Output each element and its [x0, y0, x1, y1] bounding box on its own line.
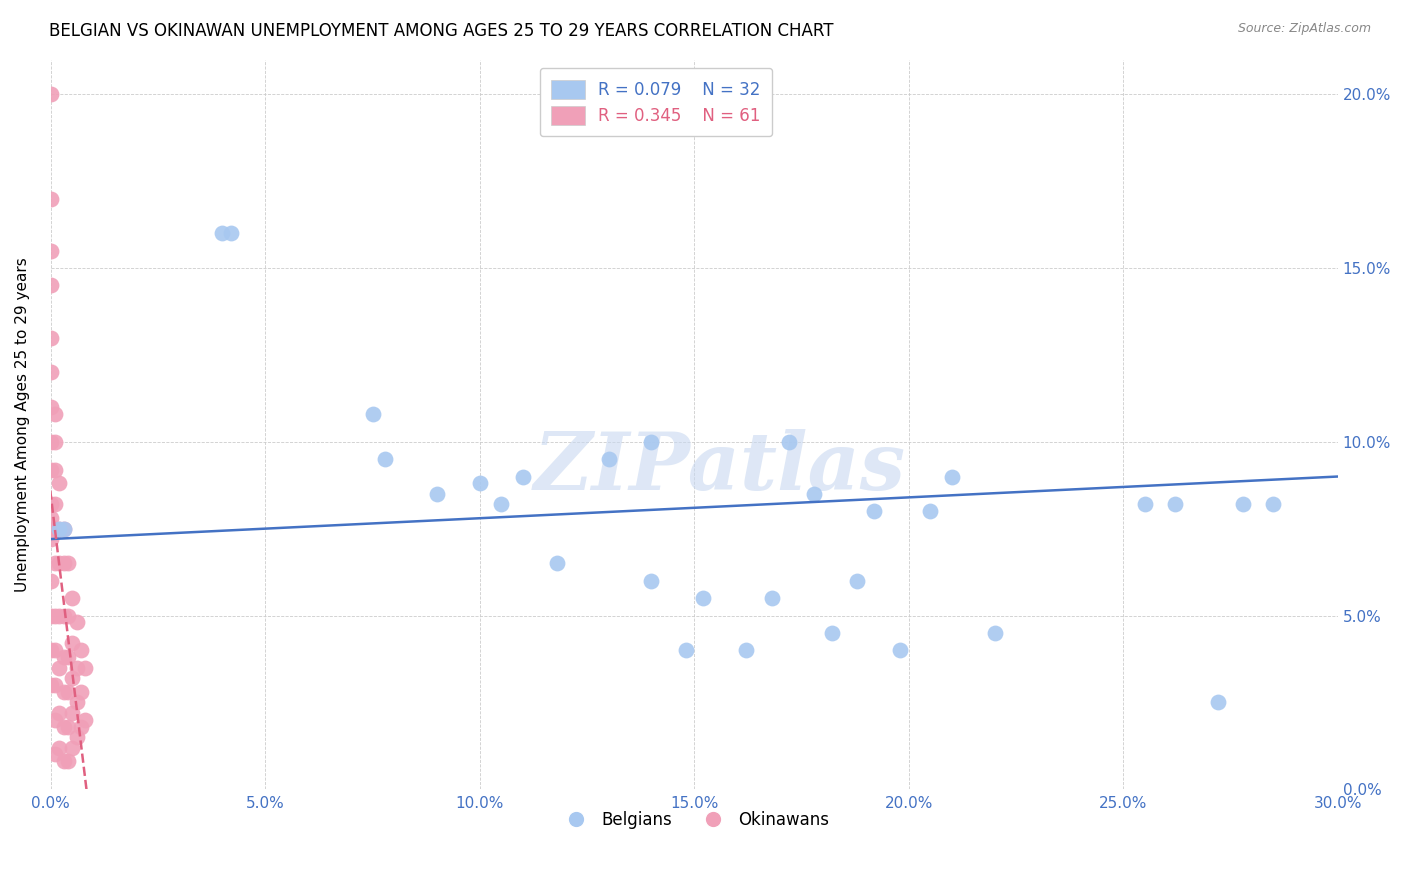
Point	[44, 557, 66, 571]
Point	[56, 685, 79, 699]
Point	[39, 244, 62, 258]
Point	[920, 504, 942, 518]
Point	[60, 591, 83, 606]
Text: ZIPatlas: ZIPatlas	[534, 429, 905, 507]
Point	[468, 476, 491, 491]
Point	[846, 574, 869, 588]
Point	[48, 522, 70, 536]
Text: BELGIAN VS OKINAWAN UNEMPLOYMENT AMONG AGES 25 TO 29 YEARS CORRELATION CHART: BELGIAN VS OKINAWAN UNEMPLOYMENT AMONG A…	[49, 22, 834, 40]
Y-axis label: Unemployment Among Ages 25 to 29 years: Unemployment Among Ages 25 to 29 years	[15, 257, 30, 591]
Point	[39, 497, 62, 511]
Point	[75, 713, 97, 727]
Point	[1206, 695, 1229, 709]
Point	[39, 574, 62, 588]
Point	[65, 695, 87, 709]
Point	[889, 643, 911, 657]
Point	[44, 747, 66, 762]
Point	[56, 557, 79, 571]
Point	[44, 643, 66, 657]
Point	[374, 452, 396, 467]
Point	[39, 400, 62, 414]
Point	[60, 636, 83, 650]
Point	[52, 522, 75, 536]
Point	[52, 650, 75, 665]
Point	[426, 487, 449, 501]
Point	[1164, 497, 1187, 511]
Point	[1263, 497, 1285, 511]
Point	[52, 608, 75, 623]
Point	[675, 643, 697, 657]
Point	[803, 487, 825, 501]
Point	[44, 713, 66, 727]
Point	[491, 497, 513, 511]
Point	[39, 365, 62, 379]
Point	[1232, 497, 1254, 511]
Point	[44, 608, 66, 623]
Point	[1133, 497, 1156, 511]
Point	[219, 227, 242, 241]
Point	[39, 678, 62, 692]
Point	[60, 671, 83, 685]
Point	[778, 434, 800, 449]
Point	[44, 434, 66, 449]
Point	[546, 557, 568, 571]
Point	[39, 434, 62, 449]
Point	[692, 591, 714, 606]
Point	[48, 557, 70, 571]
Point	[734, 643, 756, 657]
Point	[52, 685, 75, 699]
Point	[65, 660, 87, 674]
Point	[820, 625, 842, 640]
Point	[70, 720, 93, 734]
Point	[39, 532, 62, 546]
Point	[640, 574, 662, 588]
Point	[44, 522, 66, 536]
Point	[39, 278, 62, 293]
Point	[48, 522, 70, 536]
Point	[44, 407, 66, 421]
Point	[70, 685, 93, 699]
Point	[52, 720, 75, 734]
Point	[56, 650, 79, 665]
Point	[39, 462, 62, 476]
Point	[48, 608, 70, 623]
Point	[48, 706, 70, 720]
Text: Source: ZipAtlas.com: Source: ZipAtlas.com	[1237, 22, 1371, 36]
Point	[75, 660, 97, 674]
Point	[39, 511, 62, 525]
Point	[761, 591, 783, 606]
Point	[39, 330, 62, 344]
Point	[52, 557, 75, 571]
Point	[941, 469, 963, 483]
Legend: Belgians, Okinawans: Belgians, Okinawans	[553, 805, 837, 836]
Point	[48, 476, 70, 491]
Point	[70, 643, 93, 657]
Point	[640, 434, 662, 449]
Point	[983, 625, 1005, 640]
Point	[48, 660, 70, 674]
Point	[211, 227, 233, 241]
Point	[65, 730, 87, 744]
Point	[48, 740, 70, 755]
Point	[863, 504, 886, 518]
Point	[39, 643, 62, 657]
Point	[56, 720, 79, 734]
Point	[52, 522, 75, 536]
Point	[44, 497, 66, 511]
Point	[65, 615, 87, 630]
Point	[361, 407, 384, 421]
Point	[598, 452, 620, 467]
Point	[56, 755, 79, 769]
Point	[44, 462, 66, 476]
Point	[39, 87, 62, 102]
Point	[44, 678, 66, 692]
Point	[39, 192, 62, 206]
Point	[56, 608, 79, 623]
Point	[39, 608, 62, 623]
Point	[60, 740, 83, 755]
Point	[52, 755, 75, 769]
Point	[512, 469, 534, 483]
Point	[60, 706, 83, 720]
